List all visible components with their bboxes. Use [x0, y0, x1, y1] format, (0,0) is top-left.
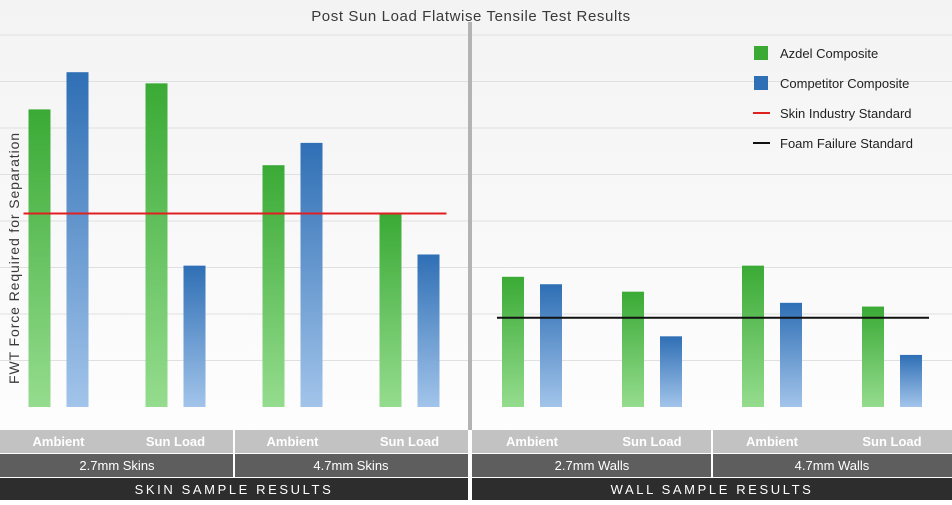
- condition-label: Ambient: [506, 434, 559, 449]
- condition-label: Sun Load: [146, 434, 205, 449]
- group-label: 2.7mm Skins: [79, 458, 155, 473]
- legend-swatch: [754, 46, 768, 60]
- reference-lines: [23, 212, 929, 319]
- condition-label: Sun Load: [622, 434, 681, 449]
- bar-competitor: [300, 142, 323, 407]
- legend-label: Foam Failure Standard: [780, 136, 913, 151]
- bar-competitor: [780, 302, 802, 407]
- bar-azdel: [28, 109, 51, 408]
- condition-label: Sun Load: [380, 434, 439, 449]
- bar-competitor: [660, 336, 682, 407]
- legend-label: Skin Industry Standard: [780, 106, 912, 121]
- y-axis-label: FWT Force Required for Separation: [6, 132, 22, 384]
- legend-label: Azdel Composite: [780, 46, 878, 61]
- legend-label: Competitor Composite: [780, 76, 909, 91]
- panel-band: [0, 478, 468, 500]
- chart-title: Post Sun Load Flatwise Tensile Test Resu…: [311, 8, 631, 25]
- bar-competitor: [183, 265, 206, 407]
- bar-competitor: [540, 284, 562, 407]
- bar-azdel: [862, 306, 884, 407]
- group-label: 4.7mm Skins: [313, 458, 389, 473]
- bar-competitor: [417, 254, 440, 407]
- condition-label: Ambient: [746, 434, 799, 449]
- condition-label: Ambient: [267, 434, 320, 449]
- bar-azdel: [379, 213, 402, 407]
- panel-divider: [468, 22, 472, 430]
- group-label: 4.7mm Walls: [795, 458, 870, 473]
- condition-label: Ambient: [33, 434, 86, 449]
- group-label: 2.7mm Walls: [555, 458, 630, 473]
- panel-band: [472, 478, 952, 500]
- panel-label: SKIN SAMPLE RESULTS: [135, 482, 334, 497]
- bar-azdel: [145, 83, 168, 408]
- bars: [28, 72, 922, 408]
- panel-label: WALL SAMPLE RESULTS: [611, 482, 814, 497]
- bar-azdel: [742, 265, 764, 407]
- legend-swatch: [754, 76, 768, 90]
- legend: Azdel Composite Competitor Composite Skin …: [753, 46, 913, 151]
- category-axis: Ambient Sun Load 2.7mm Skins Ambient Sun Loa…: [0, 430, 952, 500]
- bar-competitor: [66, 72, 89, 407]
- condition-label: Sun Load: [862, 434, 921, 449]
- bar-competitor: [900, 354, 922, 407]
- bar-azdel: [622, 291, 644, 407]
- bar-azdel: [502, 276, 524, 407]
- bar-azdel: [262, 165, 285, 407]
